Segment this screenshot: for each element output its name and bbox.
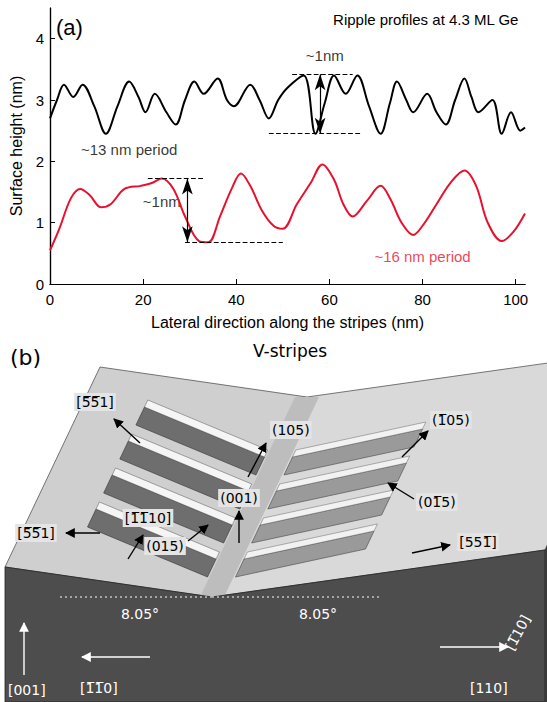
svg-text:[1̅10]: [1̅10] (502, 612, 534, 653)
svg-text:V-stripes: V-stripes (253, 341, 327, 361)
svg-text:~13 nm period: ~13 nm period (81, 141, 177, 158)
svg-text:~16 nm period: ~16 nm period (374, 248, 470, 265)
svg-text:2: 2 (36, 153, 44, 170)
svg-text:[001]: [001] (8, 682, 46, 698)
svg-text:[5̅5̅1]: [5̅5̅1] (17, 525, 55, 541)
svg-text:~1nm: ~1nm (306, 47, 344, 64)
svg-text:(001): (001) (220, 490, 258, 506)
svg-text:(1̅05): (1̅05) (432, 412, 470, 428)
svg-text:[110]: [110] (470, 680, 508, 696)
svg-text:Lateral direction along the st: Lateral direction along the stripes (nm) (151, 314, 424, 331)
svg-text:4: 4 (36, 30, 44, 47)
svg-text:3: 3 (36, 92, 44, 109)
svg-text:1: 1 (36, 214, 44, 231)
svg-text:20: 20 (135, 291, 152, 308)
svg-text:60: 60 (321, 291, 338, 308)
svg-text:[551̅]: [551̅] (459, 534, 497, 550)
svg-text:[1̅1̅0]: [1̅1̅0] (80, 680, 118, 696)
svg-text:(105): (105) (272, 422, 310, 438)
svg-text:(a): (a) (56, 15, 83, 40)
svg-text:100: 100 (503, 291, 528, 308)
svg-text:[1̅1̅10]: [1̅1̅10] (125, 510, 172, 526)
svg-text:Ripple profiles at 4.3 ML Ge: Ripple profiles at 4.3 ML Ge (333, 11, 518, 28)
svg-text:8.05°: 8.05° (121, 606, 159, 622)
svg-text:[5̅5̅1]: [5̅5̅1] (76, 394, 114, 410)
svg-text:40: 40 (228, 291, 245, 308)
svg-text:~1nm: ~1nm (143, 193, 181, 210)
svg-text:Surface height (nm): Surface height (nm) (8, 76, 25, 217)
svg-text:0: 0 (36, 276, 44, 293)
svg-text:0: 0 (46, 291, 54, 308)
svg-text:(015): (015) (146, 538, 184, 554)
svg-text:(b): (b) (10, 345, 41, 370)
svg-text:(01̅5): (01̅5) (418, 494, 456, 510)
svg-text:8.05°: 8.05° (299, 606, 337, 622)
svg-text:80: 80 (414, 291, 431, 308)
